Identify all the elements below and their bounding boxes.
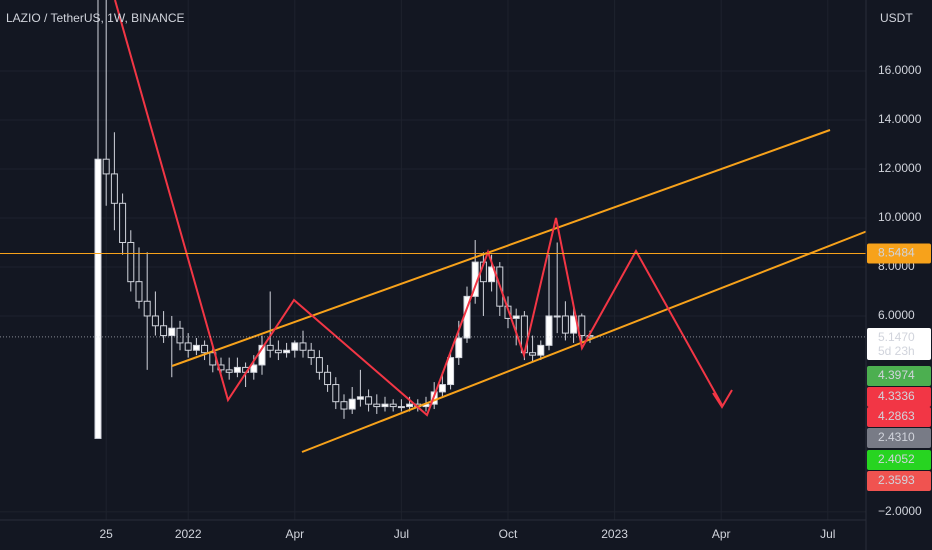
candle-body [201,344,209,354]
axis-unit: USDT [880,11,913,25]
candle-body [274,349,282,354]
candle-body [324,371,332,386]
candle-body [184,342,192,351]
candle-body [315,357,323,373]
price-tag [867,387,931,407]
price-tag-label: 4.3974 [878,368,915,382]
projection-arrow [712,389,733,409]
x-tick-label: Jul [820,527,835,541]
candle-body [545,315,553,346]
price-tag [867,328,931,360]
price-tag [867,366,931,386]
y-tick-label: 6.0000 [878,308,915,322]
price-tag-label: 4.3336 [878,389,915,403]
candle-body [127,241,135,283]
price-tag-label: 5.1470 [878,330,915,344]
y-tick-label: −2.0000 [878,504,922,518]
drawings [114,0,871,453]
y-tick-label: 10.0000 [878,210,922,224]
candle-body [348,398,356,410]
candle-body [332,384,340,403]
candle-body [488,266,496,283]
price-tag [867,428,931,448]
candle-body [340,401,348,410]
candle-body [512,315,520,319]
candle-body [389,403,397,408]
price-tag [867,243,931,264]
y-tick-label: 14.0000 [878,112,922,126]
candle-body [373,403,381,408]
price-tag [867,471,931,491]
candles [94,0,594,439]
candle-body [233,366,241,373]
x-tick-label: Jul [394,527,409,541]
overlay [0,253,866,338]
candle-body [561,315,569,334]
price-tag-label: 2.4310 [878,430,915,444]
chart-title: LAZIO / TetherUS, 1W, BINANCE [6,11,185,25]
candle-body [192,344,200,351]
candle-body [438,384,446,393]
x-tick-label: 25 [100,527,114,541]
candle-body [168,327,176,337]
price-tag-label: 2.4052 [878,452,915,466]
price-tag [867,407,931,427]
candle-body [356,396,364,400]
candle-body [365,396,373,405]
x-tick-label: Apr [712,527,731,541]
candle-body [250,364,258,373]
y-tick-label: 12.0000 [878,161,922,175]
candle-body [225,369,233,373]
x-tick-label: 2022 [175,527,202,541]
countdown-label: 5d 23h [878,344,915,358]
grid [0,0,866,520]
candle-body [529,352,537,356]
axes: −2.00006.00008.000010.000012.000014.0000… [100,63,931,541]
candle-body [102,158,110,175]
candle-body [455,337,463,359]
candle-body [406,403,414,408]
candle-body [119,202,127,243]
candle-body [266,344,274,351]
x-tick-label: Oct [499,527,518,541]
candle-body [447,357,455,386]
candle-body [94,158,102,439]
candle-body [135,281,143,302]
candle-body [291,342,299,351]
projection-path [114,0,723,417]
candle-body [381,403,389,408]
candle-body [151,315,159,327]
candle-body [578,315,586,337]
price-tag [867,450,931,470]
candle-body [307,349,315,359]
candle-body [283,349,291,354]
candle-body [258,344,266,366]
candle-body [160,325,168,337]
candle-body [110,173,118,204]
channel-upper [171,129,831,367]
candle-body [553,315,561,318]
candle-body [537,344,545,356]
candle-body [397,406,405,409]
candle-body [143,300,151,317]
x-tick-label: Apr [285,527,304,541]
candle-body [299,342,307,351]
price-tag-label: 4.2863 [878,409,915,423]
price-tag-label: 8.5484 [878,246,915,260]
price-tag-label: 2.3593 [878,473,915,487]
x-tick-label: 2023 [601,527,628,541]
y-tick-label: 16.0000 [878,63,922,77]
candle-body [176,327,184,344]
